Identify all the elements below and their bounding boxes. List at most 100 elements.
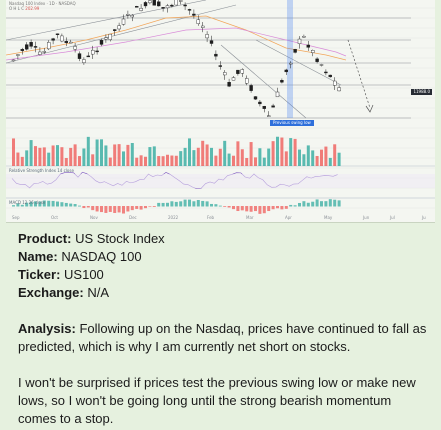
volume-bar	[293, 138, 297, 166]
volume-bar	[276, 136, 279, 166]
macd-bar	[201, 200, 205, 207]
moving-average-line	[6, 27, 347, 61]
rsi-label: Relative Strength Index 14 close	[9, 168, 74, 173]
candle-body	[170, 4, 174, 7]
candle-body	[108, 33, 113, 40]
macd-bar	[218, 205, 222, 207]
candle-body	[262, 106, 266, 109]
macd-bar	[333, 199, 337, 207]
macd-bar	[192, 201, 196, 207]
volume-bar	[240, 149, 244, 166]
macd-bar	[328, 199, 332, 207]
volume-bar	[34, 146, 37, 166]
ticker-label: Ticker:	[18, 267, 61, 282]
volume-bar	[232, 155, 235, 166]
last-price-tag: 11988.0	[411, 89, 432, 95]
volume-bar	[126, 144, 130, 166]
volume-bar	[302, 154, 306, 166]
volume-bar	[139, 155, 143, 166]
candle-body	[51, 38, 55, 41]
candle-body	[130, 15, 135, 18]
macd-bar	[240, 206, 244, 211]
macd-bar	[174, 201, 178, 207]
volume-bar	[311, 150, 315, 166]
macd-label: MACD 12 26 close	[9, 200, 46, 205]
volume-bar	[69, 147, 73, 166]
post-body: Product: US Stock Index Name: NASDAQ 100…	[18, 230, 428, 428]
macd-bar	[166, 202, 169, 207]
macd-bar	[306, 202, 310, 207]
volume-bar	[64, 157, 68, 166]
volume-bar	[218, 148, 222, 166]
volume-bar	[205, 144, 209, 166]
candle-body	[240, 69, 245, 74]
time-axis-label: Feb	[207, 215, 215, 220]
candle-body	[328, 74, 332, 78]
macd-bar	[60, 202, 64, 207]
exchange-value: N/A	[87, 285, 110, 300]
candle-body	[29, 42, 33, 47]
macd-bar	[293, 205, 297, 207]
macd-bar	[69, 203, 73, 207]
volume-bar	[16, 152, 20, 166]
analysis-paragraph: Analysis: Following up on the Nasdaq, pr…	[18, 320, 428, 356]
volume-bar	[214, 155, 218, 166]
candle-body	[302, 36, 306, 38]
macd-bar	[258, 206, 262, 214]
macd-bar	[157, 202, 161, 207]
volume-bar	[100, 139, 103, 166]
volume-bar	[337, 152, 341, 166]
moving-average-line	[6, 15, 347, 61]
candle-body	[187, 9, 192, 11]
candle-body	[82, 59, 86, 63]
time-axis-label: 2022	[168, 215, 179, 220]
price-chart[interactable]: Nasdaq 100 Index · 1D · NASDAQ O H L C 2…	[6, 0, 435, 223]
macd-bar	[47, 200, 51, 207]
candle-body	[117, 25, 121, 30]
candle-body	[139, 8, 143, 11]
macd-bar	[188, 199, 191, 207]
macd-bar	[73, 204, 77, 207]
chart-canvas	[6, 0, 435, 214]
volume-bar	[108, 157, 112, 166]
volume-bar	[152, 146, 156, 166]
macd-bar	[179, 201, 183, 207]
macd-bar	[91, 206, 95, 211]
candle-body	[20, 49, 25, 51]
candle-body	[121, 18, 126, 25]
volume-bar	[148, 147, 152, 166]
highlight-band	[287, 0, 293, 118]
candle-body	[244, 78, 249, 84]
candle-body	[42, 51, 46, 53]
volume-bar	[320, 149, 323, 166]
candle-body	[161, 7, 165, 9]
volume-bar	[122, 151, 125, 166]
trend-line	[220, 44, 307, 119]
volume-bar	[38, 147, 42, 166]
candle-body	[60, 35, 64, 42]
candle-body	[293, 49, 297, 53]
volume-bar	[29, 140, 33, 166]
candle-body	[315, 58, 319, 62]
candle-body	[86, 55, 91, 58]
candle-body	[134, 6, 139, 8]
analysis-text: Following up on the Nasdaq, prices have …	[18, 321, 427, 354]
time-axis-label: Dec	[129, 215, 137, 220]
macd-bar	[227, 206, 231, 208]
time-axis-label: Nov	[90, 215, 98, 220]
candle-body	[25, 44, 29, 50]
candle-body	[253, 96, 258, 100]
volume-bar	[144, 156, 147, 166]
macd-bar	[245, 206, 249, 212]
candle-body	[11, 59, 16, 62]
product-label: Product:	[18, 231, 72, 246]
macd-bar	[78, 205, 81, 207]
volume-bar	[86, 136, 90, 166]
volume-bar	[254, 157, 257, 166]
volume-bar	[249, 142, 253, 166]
macd-bar	[16, 203, 20, 207]
volume-bar	[201, 140, 205, 166]
candle-body	[47, 42, 51, 50]
time-axis-label: Mar	[246, 215, 254, 220]
candle-body	[275, 91, 280, 98]
